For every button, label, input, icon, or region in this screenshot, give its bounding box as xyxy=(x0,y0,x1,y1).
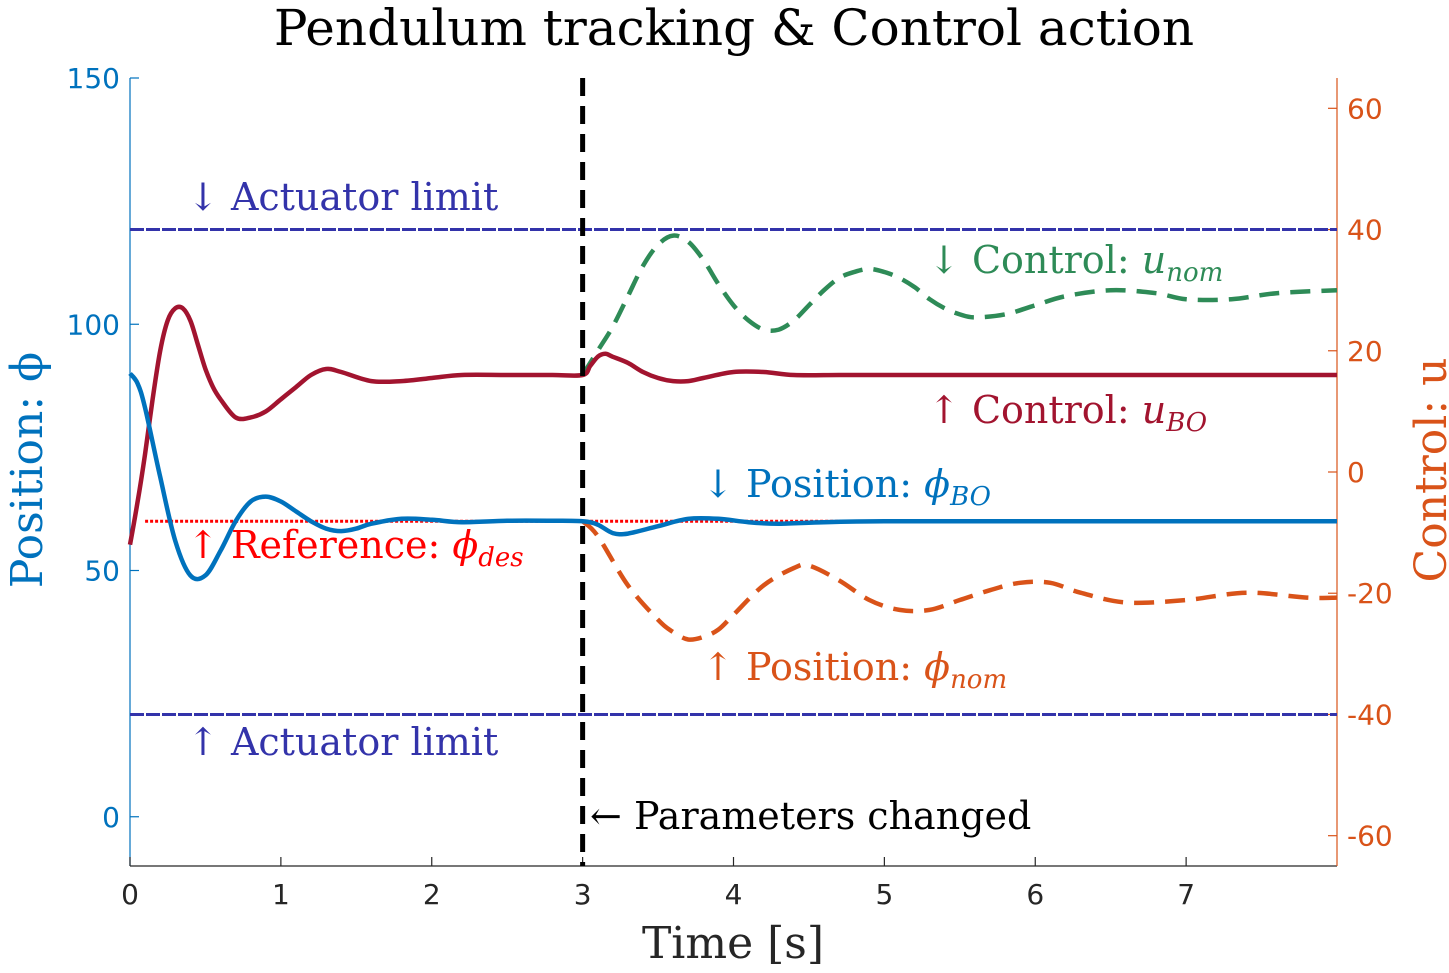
y-tick-label-right: -40 xyxy=(1347,698,1393,731)
y-tick-label-left: 100 xyxy=(67,308,120,341)
x-tick-label: 5 xyxy=(875,878,893,911)
series-lines xyxy=(127,233,1338,642)
annotation-phi-des: ↑ Reference: ϕdes xyxy=(187,523,524,573)
x-axis-label: Time [s] xyxy=(642,918,824,969)
annotation-phi-bo: ↓ Position: ϕBO xyxy=(702,462,991,512)
y-tick-label-right: 40 xyxy=(1347,214,1383,247)
y-tick-label-right: -60 xyxy=(1347,820,1393,853)
actuator-limit-lines xyxy=(130,228,1337,716)
axes xyxy=(129,77,1338,867)
y-tick-label-left: 150 xyxy=(67,62,120,95)
series-u-bo xyxy=(127,304,1337,546)
x-tick-label: 2 xyxy=(423,878,441,911)
chart-title: Pendulum tracking & Control action xyxy=(274,0,1194,57)
x-tick-label: 0 xyxy=(121,878,139,911)
annotation-parameters-changed: ← Parameters changed xyxy=(590,794,1031,838)
series-phi-bo xyxy=(128,371,1337,582)
annotation-u-bo: ↑ Control: uBO xyxy=(928,388,1207,438)
y-tick-label-right: 20 xyxy=(1347,335,1383,368)
annotation-phi-nom: ↑ Position: ϕnom xyxy=(702,645,1007,695)
y-tick-label-right: 60 xyxy=(1347,92,1383,125)
y-axis-label-right: Control: u xyxy=(1406,358,1449,583)
y-tick-label-left: 50 xyxy=(84,555,120,588)
x-tick-label: 3 xyxy=(574,878,592,911)
annotation-actuator-lower: ↑ Actuator limit xyxy=(187,720,498,764)
annotation-u-nom: ↓ Control: unom xyxy=(928,238,1223,288)
tick-labels: 0 1 2 3 4 5 6 7 0 50 100 150 -60 -40 -20 0 20 40 60 xyxy=(67,62,1393,911)
y-tick-label-left: 0 xyxy=(102,801,120,834)
y-tick-label-right: 0 xyxy=(1347,456,1365,489)
y-axis-label-left: Position: ϕ xyxy=(2,352,53,588)
y-tick-label-right: -20 xyxy=(1347,577,1393,610)
annotation-actuator-upper: ↓ Actuator limit xyxy=(187,175,498,219)
series-u-nom xyxy=(580,233,1338,377)
x-tick-label: 1 xyxy=(272,878,290,911)
x-tick-label: 4 xyxy=(725,878,743,911)
x-tick-label: 7 xyxy=(1177,878,1195,911)
x-tick-label: 6 xyxy=(1026,878,1044,911)
series-phi-nom xyxy=(581,519,1338,642)
